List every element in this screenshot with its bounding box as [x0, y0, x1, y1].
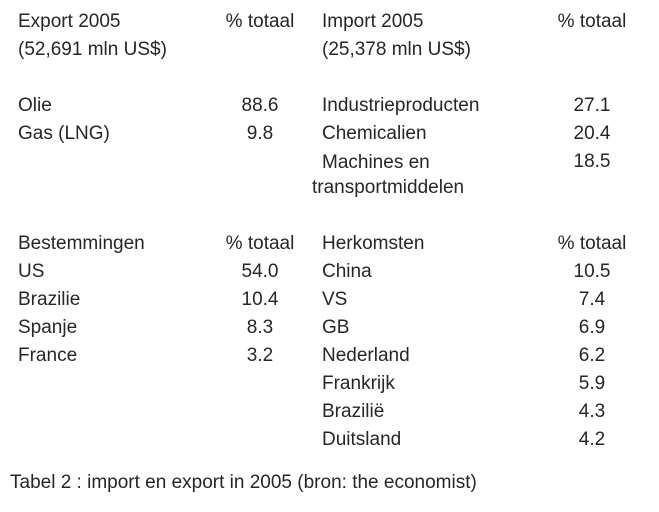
export-row-value: 88.6: [241, 95, 279, 116]
section-gap: [18, 200, 659, 230]
destination-row-value: 8.3: [246, 317, 274, 338]
destination-row-value: 54.0: [241, 261, 279, 282]
table-row: Olie 88.6 Industrieproducten 27.1: [18, 92, 659, 120]
export-title: Export 2005: [18, 11, 121, 32]
table-row: France 3.2 Nederland 6.2: [18, 342, 659, 370]
origin-row-label: China: [322, 261, 372, 282]
import-total-value: (25,378 mln US$): [322, 39, 471, 60]
partners-header-row: Bestemmingen % totaal Herkomsten % totaa…: [18, 230, 659, 258]
section-gap: [18, 64, 659, 92]
table-row: Gas (LNG) 9.8 Chemicalien 20.4: [18, 120, 659, 148]
export-col-header: % totaal: [225, 11, 295, 32]
origin-row-value: 6.9: [578, 317, 606, 338]
origin-row-value: 10.5: [573, 261, 611, 282]
table-caption: Tabel 2 : import en export in 2005 (bron…: [10, 472, 477, 493]
trade-table-header-row: Export 2005 % totaal Import 2005 % totaa…: [18, 8, 659, 36]
table-row: Frankrijk 5.9: [18, 370, 659, 398]
origin-row-value: 4.3: [578, 401, 606, 422]
export-total-value: (52,691 mln US$): [18, 39, 167, 60]
origin-row-label: VS: [322, 289, 348, 310]
origin-row-label: Brazilië: [322, 401, 385, 422]
origin-row-label: Frankrijk: [322, 373, 395, 394]
export-row-value: 9.8: [246, 123, 274, 144]
import-row-label: Industrieproducten: [322, 95, 480, 116]
origin-row-value: 4.2: [578, 429, 606, 450]
table-row: Brazilie 10.4 VS 7.4: [18, 286, 659, 314]
table-row: Brazilië 4.3: [18, 398, 659, 426]
origins-col-header: % totaal: [557, 233, 627, 254]
import-title: Import 2005: [322, 11, 424, 32]
export-row-label: Olie: [18, 95, 52, 116]
origins-header: Herkomsten: [322, 233, 425, 254]
trade-table-subtitle-row: (52,691 mln US$) (25,378 mln US$): [18, 36, 659, 64]
table-row: US 54.0 China 10.5: [18, 258, 659, 286]
destination-row-label: France: [18, 345, 78, 366]
import-row-value: 20.4: [573, 123, 611, 144]
destination-row-value: 10.4: [241, 289, 279, 310]
origin-row-value: 7.4: [578, 289, 606, 310]
destinations-header: Bestemmingen: [18, 233, 145, 254]
origin-row-value: 6.2: [578, 345, 606, 366]
table-row: Spanje 8.3 GB 6.9: [18, 314, 659, 342]
origin-row-label: Nederland: [322, 345, 410, 366]
origin-row-label: GB: [322, 317, 350, 338]
destination-row-label: Spanje: [18, 317, 78, 338]
destinations-col-header: % totaal: [225, 233, 295, 254]
destination-row-label: US: [18, 261, 45, 282]
origin-row-label: Duitsland: [322, 429, 402, 450]
destination-row-value: 3.2: [246, 345, 274, 366]
table-row: Duitsland 4.2: [18, 426, 659, 454]
import-row-value: 27.1: [573, 95, 611, 116]
import-row-label: Chemicalien: [322, 123, 427, 144]
import-row-label: Machines en transportmiddelen: [312, 152, 465, 198]
table-row: Machines en transportmiddelen 18.5: [18, 148, 659, 200]
import-col-header: % totaal: [557, 11, 627, 32]
export-row-label: Gas (LNG): [18, 123, 110, 144]
origin-row-value: 5.9: [578, 373, 606, 394]
import-row-value: 18.5: [573, 151, 611, 172]
destination-row-label: Brazilie: [18, 289, 81, 310]
